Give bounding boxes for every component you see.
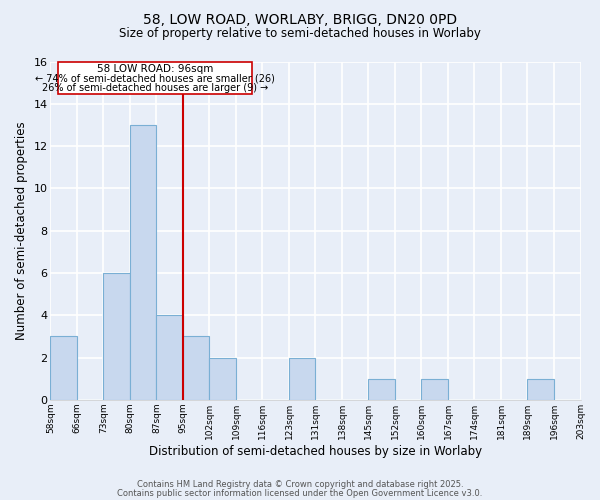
Bar: [368, 378, 395, 400]
Bar: [50, 336, 77, 400]
FancyBboxPatch shape: [58, 62, 252, 94]
Bar: [289, 358, 316, 400]
Bar: [103, 273, 130, 400]
Text: 26% of semi-detached houses are larger (9) →: 26% of semi-detached houses are larger (…: [42, 84, 268, 94]
Text: 58, LOW ROAD, WORLABY, BRIGG, DN20 0PD: 58, LOW ROAD, WORLABY, BRIGG, DN20 0PD: [143, 12, 457, 26]
Bar: [421, 378, 448, 400]
Bar: [209, 358, 236, 400]
Bar: [157, 315, 183, 400]
Bar: [130, 125, 157, 400]
Text: Contains HM Land Registry data © Crown copyright and database right 2025.: Contains HM Land Registry data © Crown c…: [137, 480, 463, 489]
Text: 58 LOW ROAD: 96sqm: 58 LOW ROAD: 96sqm: [97, 64, 214, 74]
Text: Contains public sector information licensed under the Open Government Licence v3: Contains public sector information licen…: [118, 488, 482, 498]
Bar: [183, 336, 209, 400]
Bar: [527, 378, 554, 400]
Text: ← 74% of semi-detached houses are smaller (26): ← 74% of semi-detached houses are smalle…: [35, 74, 275, 84]
Y-axis label: Number of semi-detached properties: Number of semi-detached properties: [15, 122, 28, 340]
Text: Size of property relative to semi-detached houses in Worlaby: Size of property relative to semi-detach…: [119, 28, 481, 40]
X-axis label: Distribution of semi-detached houses by size in Worlaby: Distribution of semi-detached houses by …: [149, 444, 482, 458]
